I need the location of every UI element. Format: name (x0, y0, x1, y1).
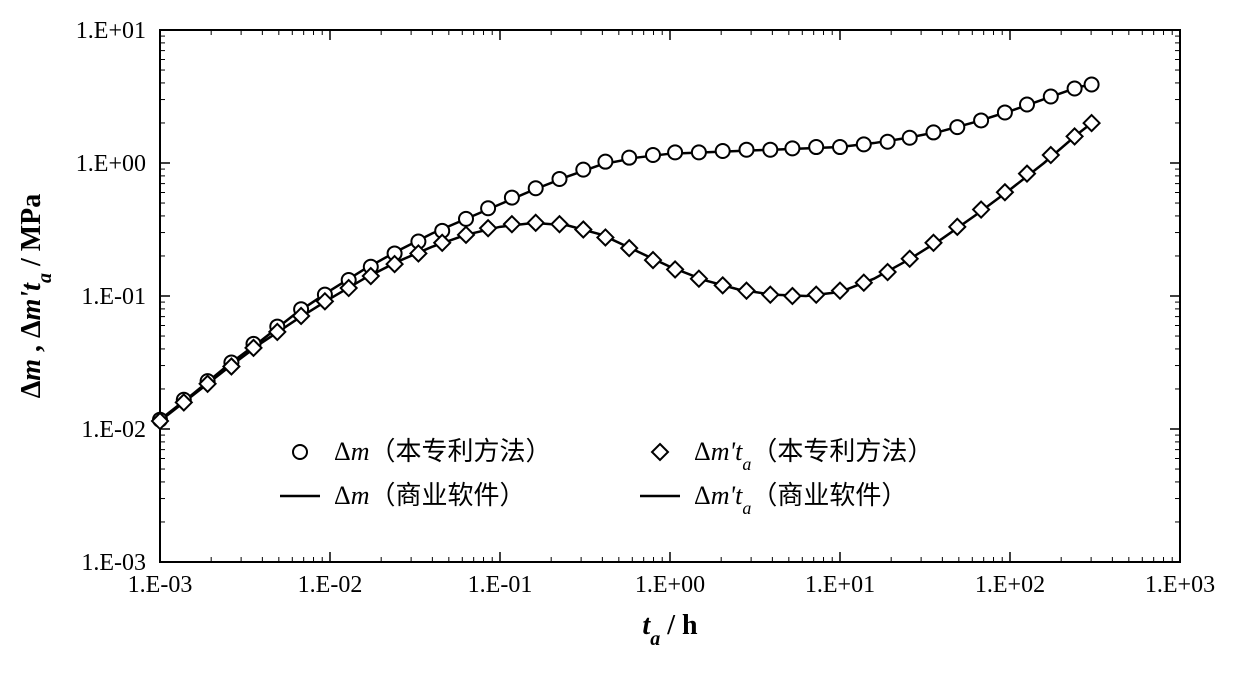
series-dmt-method-marker (739, 283, 755, 299)
legend-circle-icon (293, 445, 307, 459)
series-dmt-method-marker (691, 271, 707, 287)
x-tick-label: 1.E+03 (1145, 572, 1215, 598)
y-tick-label: 1.E-02 (81, 417, 146, 443)
series-dm-method-marker (529, 181, 543, 195)
series-dmt-method-marker (832, 283, 848, 299)
legend-diamond-icon (652, 444, 668, 460)
series-dm-method-marker (1020, 97, 1034, 111)
series-dm-method-marker (1068, 82, 1082, 96)
series-dm-method-marker (1085, 78, 1099, 92)
series-dm-method-marker (668, 145, 682, 159)
y-tick-label: 1.E-03 (81, 550, 146, 576)
series-dm-method-marker (998, 105, 1012, 119)
series-dm-method-marker (598, 155, 612, 169)
series-dmt-method-marker (458, 227, 474, 243)
legend-label: Δm（商业软件） (334, 481, 526, 510)
series-dmt-method-marker (667, 261, 683, 277)
series-dmt-method-marker (480, 220, 496, 236)
series-dmt-method-marker (762, 287, 778, 303)
series-dmt-method-marker (597, 229, 613, 245)
series-dm-method-marker (740, 143, 754, 157)
x-tick-label: 1.E-02 (298, 572, 363, 598)
series-dmt-method-marker (902, 251, 918, 267)
loglog-chart: 1.E-03 1.E-02 1.E-01 1.E+00 1.E+01 1.E+02 1.E+… (0, 0, 1240, 680)
chart-container: 1.E-03 1.E-02 1.E-01 1.E+00 1.E+01 1.E+02 1.E+… (0, 0, 1240, 680)
series-dmt-method-marker (434, 235, 450, 251)
series-dmt-method-marker (808, 287, 824, 303)
series-dm-method-marker (950, 120, 964, 134)
y-tick-label: 1.E-01 (81, 284, 146, 310)
series-dmt-method-marker (575, 222, 591, 238)
series-dmt-method-marker (621, 240, 637, 256)
series-dm-method-marker (763, 143, 777, 157)
y-axis-label: Δm , Δm'ta / MPa (16, 194, 56, 399)
x-tick-label: 1.E+00 (635, 572, 705, 598)
legend-label: Δm（本专利方法） (334, 437, 552, 466)
series-dm-method-marker (553, 172, 567, 186)
series-dm-method-marker (1044, 90, 1058, 104)
series-dmt-method-marker (552, 216, 568, 232)
series-dm-method-marker (692, 145, 706, 159)
series-dm-method-marker (857, 137, 871, 151)
series-dm-method-marker (974, 113, 988, 127)
x-tick-label: 1.E+02 (975, 572, 1045, 598)
series-dmt-method-marker (504, 216, 520, 232)
x-tick-label: 1.E-01 (468, 572, 533, 598)
series-dm-method-marker (646, 148, 660, 162)
y-tick-label: 1.E+01 (76, 18, 146, 44)
x-axis-label: ta / h (642, 610, 698, 650)
series-dm-method-marker (809, 140, 823, 154)
series-dm-method-marker (927, 125, 941, 139)
series-dm-method-marker (833, 140, 847, 154)
series-dmt-method-marker (645, 252, 661, 268)
legend-label: Δm'ta（商业软件） (694, 481, 907, 518)
series-dmt-method-marker (856, 275, 872, 291)
series-dmt-commercial-line (160, 123, 1092, 421)
series-dm-method-marker (576, 163, 590, 177)
series-dm-method-marker (785, 141, 799, 155)
series-dm-method-marker (881, 135, 895, 149)
series-dmt-method-marker (528, 215, 544, 231)
series-dm-method-marker (459, 212, 473, 226)
x-tick-label: 1.E+01 (805, 572, 875, 598)
series-dm-method-marker (481, 201, 495, 215)
y-tick-label: 1.E+00 (76, 151, 146, 177)
series-dm-method-marker (903, 131, 917, 145)
series-dmt-method-marker (784, 288, 800, 304)
series-dmt-method-marker (715, 277, 731, 293)
series-dm-method-marker (622, 151, 636, 165)
series-dm-method-marker (505, 191, 519, 205)
series-dm-method-marker (716, 144, 730, 158)
legend-label: Δm'ta（本专利方法） (694, 437, 933, 474)
series-dmt-method-marker (410, 245, 426, 261)
series-dmt-method-marker (880, 264, 896, 280)
